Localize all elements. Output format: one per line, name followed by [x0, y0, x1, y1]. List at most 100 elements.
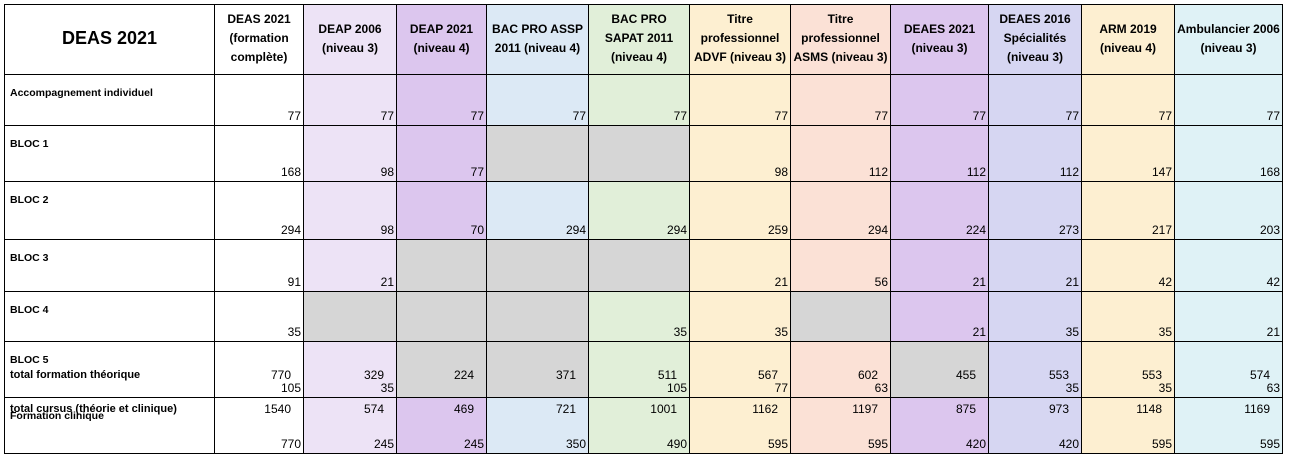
hours-cell: 35: [988, 341, 1082, 398]
row-label: BLOC 2: [4, 181, 215, 240]
empty-cell: [588, 125, 690, 182]
hours-cell: 168: [214, 125, 304, 182]
hours-cell: 63: [790, 341, 891, 398]
hours-cell: 21: [890, 291, 989, 342]
column-header: DEAES 2016 Spécialités (niveau 3): [988, 4, 1082, 75]
hours-cell: 168: [1174, 125, 1283, 182]
column-header: BAC PRO SAPAT 2011 (niveau 4): [588, 4, 690, 75]
totals-row: total cursus (théorie et clinique) 1540 57…: [4, 392, 1282, 426]
totals-label: total formation théorique: [10, 369, 141, 381]
total-value: 1540: [264, 402, 291, 416]
hours-cell: 112: [890, 125, 989, 182]
empty-cell: [396, 239, 487, 292]
empty-cell: [396, 341, 487, 398]
total-value: 1162: [752, 402, 778, 416]
table-title: DEAS 2021: [4, 4, 215, 75]
empty-cell: [486, 239, 589, 292]
column-header: BAC PRO ASSP 2011 (niveau 4): [486, 4, 589, 75]
row-label: Accompagnement individuel: [4, 74, 215, 126]
hours-cell: 70: [396, 181, 487, 240]
column-header: ARM 2019 (niveau 4): [1081, 4, 1175, 75]
hours-cell: 21: [303, 239, 397, 292]
total-value: 1169: [1244, 402, 1270, 416]
hours-cell: 224: [890, 181, 989, 240]
total-value: 455: [955, 368, 976, 382]
hours-cell: 21: [689, 239, 791, 292]
hours-cell: 77: [790, 74, 891, 126]
table-row: BLOC 5 105 35 105 77 63 35 35 63: [4, 341, 1283, 398]
hours-cell: 77: [303, 74, 397, 126]
total-value: 224: [453, 368, 474, 382]
hours-cell: 77: [890, 74, 989, 126]
hours-cell: 105: [214, 341, 304, 398]
row-label: BLOC 5: [4, 341, 215, 398]
hours-cell: 77: [214, 74, 304, 126]
hours-cell: 294: [588, 181, 690, 240]
column-header: Titre professionnel ASMS (niveau 3): [790, 4, 891, 75]
totals-table: total formation théorique 770 329 224 371 511…: [4, 358, 1282, 426]
hours-cell: 35: [1081, 341, 1175, 398]
training-hours-table: DEAS 2021 DEAS 2021 (formation complète) D…: [4, 4, 1283, 454]
total-value: 553: [1141, 368, 1162, 382]
empty-cell: [588, 239, 690, 292]
total-value: 574: [1249, 368, 1270, 382]
column-header: Titre professionnel ADVF (niveau 3): [689, 4, 791, 75]
hours-cell: 35: [214, 291, 304, 342]
total-value: 721: [555, 402, 576, 416]
row-label: BLOC 1: [4, 125, 215, 182]
table-row: Accompagnement individuel 77 77 77 77 77 77 77 7…: [4, 74, 1283, 126]
hours-cell: 98: [303, 181, 397, 240]
hours-cell: 77: [396, 125, 487, 182]
hours-cell: 35: [588, 291, 690, 342]
table-row: BLOC 4 35 35 35 21 35 35 21: [4, 291, 1283, 342]
hours-cell: 42: [1081, 239, 1175, 292]
hours-cell: 147: [1081, 125, 1175, 182]
total-value: 329: [363, 368, 384, 382]
column-header: Ambulancier 2006 (niveau 3): [1174, 4, 1283, 75]
total-value: 1197: [852, 402, 878, 416]
total-value: 511: [657, 368, 677, 382]
hours-cell: 294: [214, 181, 304, 240]
hours-cell: 91: [214, 239, 304, 292]
column-header: DEAS 2021 (formation complète): [214, 4, 304, 75]
empty-cell: [486, 125, 589, 182]
total-value: 602: [857, 368, 878, 382]
hours-cell: 217: [1081, 181, 1175, 240]
hours-cell: 294: [790, 181, 891, 240]
total-value: 1001: [650, 402, 677, 416]
hours-cell: 21: [988, 239, 1082, 292]
hours-cell: 21: [1174, 291, 1283, 342]
empty-cell: [303, 291, 397, 342]
page: DEAS 2021 DEAS 2021 (formation complète) D…: [4, 4, 1283, 454]
empty-cell: [486, 291, 589, 342]
hours-cell: 77: [988, 74, 1082, 126]
hours-cell: 42: [1174, 239, 1283, 292]
row-label: BLOC 4: [4, 291, 215, 342]
hours-cell: 77: [689, 341, 791, 398]
hours-cell: 77: [1174, 74, 1283, 126]
total-value: 1148: [1136, 402, 1162, 416]
total-value: 875: [955, 402, 976, 416]
total-value: 567: [757, 368, 778, 382]
table-row: BLOC 1 168 98 77 98 112 112 112 147 168: [4, 125, 1283, 182]
empty-cell: [790, 291, 891, 342]
table-row: BLOC 2 294 98 70 294 294 259 294 224 273 217 203: [4, 181, 1283, 240]
hours-cell: 35: [1081, 291, 1175, 342]
column-header: DEAP 2006 (niveau 3): [303, 4, 397, 75]
column-header: DEAES 2021 (niveau 3): [890, 4, 989, 75]
hours-cell: 98: [303, 125, 397, 182]
hours-cell: 112: [988, 125, 1082, 182]
total-value: 553: [1048, 368, 1069, 382]
hours-cell: 105: [588, 341, 690, 398]
table-row: BLOC 3 91 21 21 56 21 21 42 42: [4, 239, 1283, 292]
empty-cell: [486, 341, 589, 398]
hours-cell: 595: [790, 397, 891, 454]
column-header: DEAP 2021 (niveau 4): [396, 4, 487, 75]
hours-cell: 294: [486, 181, 589, 240]
hours-cell: 273: [988, 181, 1082, 240]
total-value: 469: [453, 402, 474, 416]
total-value: 371: [555, 368, 576, 382]
total-value: 770: [270, 368, 291, 382]
header-row: DEAS 2021 DEAS 2021 (formation complète) D…: [4, 4, 1283, 75]
row-label: BLOC 3: [4, 239, 215, 292]
